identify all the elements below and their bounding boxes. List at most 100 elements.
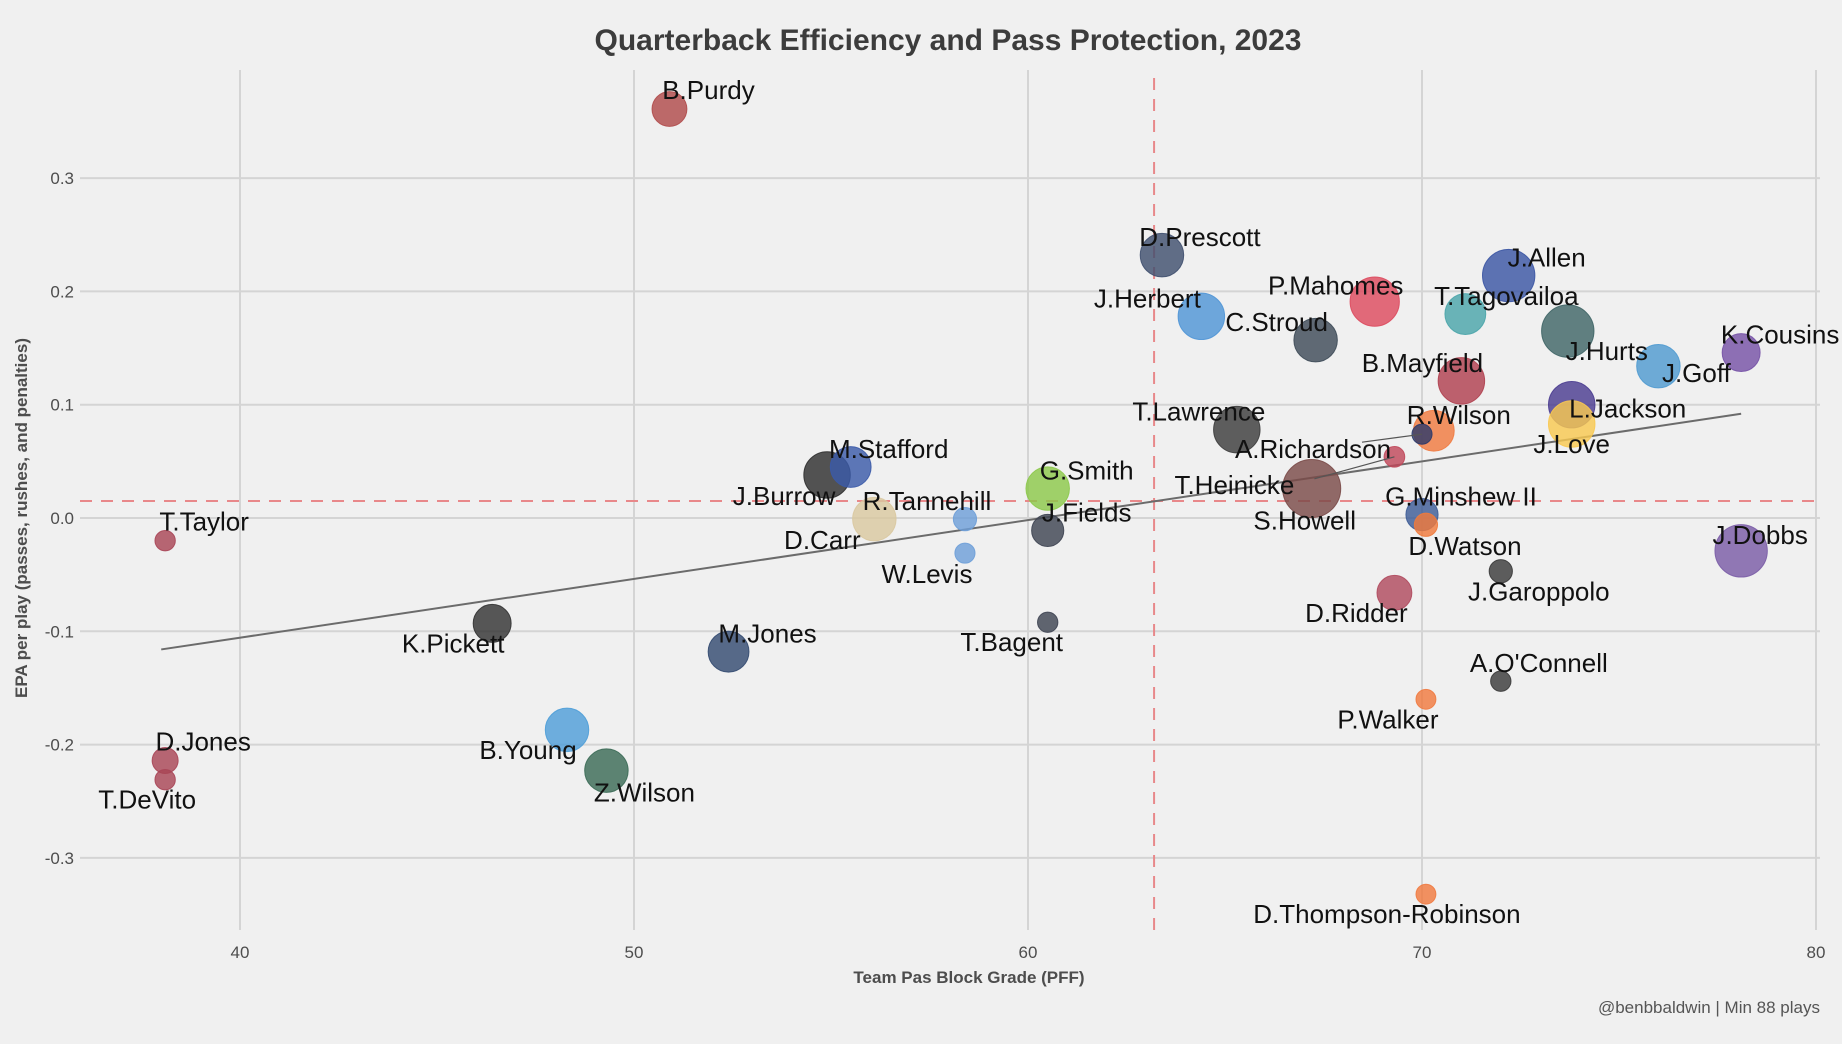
data-point (1293, 317, 1338, 363)
data-point (472, 603, 512, 643)
y-tick-label: 0.3 (50, 169, 74, 188)
point-label: J.Fields (1042, 497, 1132, 527)
data-point (1482, 248, 1536, 303)
data-point (952, 507, 978, 532)
data-point (1444, 293, 1487, 335)
point-label: G.Minshew II (1385, 482, 1537, 512)
data-point (1025, 466, 1070, 511)
point-label: B.Mayfield (1362, 348, 1483, 378)
point-label: J.Hurts (1566, 336, 1648, 366)
y-tick-label: -0.3 (45, 849, 74, 868)
data-point (829, 446, 872, 488)
point-label: J.Herbert (1094, 283, 1202, 313)
data-point (1031, 513, 1065, 548)
point-label: Z.Wilson (594, 778, 695, 808)
x-tick-label: 60 (1019, 943, 1038, 962)
data-point (1177, 292, 1226, 341)
data-point (154, 769, 176, 791)
x-axis-title: Team Pas Block Grade (PFF) (853, 968, 1084, 987)
data-point (954, 542, 976, 564)
point-label: P.Mahomes (1268, 271, 1403, 301)
point-label: D.Watson (1408, 531, 1521, 561)
x-tick-label: 80 (1807, 943, 1826, 962)
point-label: B.Young (479, 735, 576, 765)
point-label: G.Smith (1040, 456, 1134, 486)
x-tick-label: 70 (1413, 943, 1432, 962)
y-tick-label: 0.2 (50, 282, 74, 301)
point-label: W.Levis (881, 559, 972, 589)
y-tick-label: -0.2 (45, 736, 74, 755)
point-label: D.Carr (784, 525, 861, 555)
reference-lines (80, 78, 1820, 930)
x-tick-label: 40 (231, 943, 250, 962)
data-point (1415, 688, 1437, 710)
point-label: J.Love (1533, 429, 1610, 459)
point-label: P.Walker (1337, 704, 1438, 734)
point-label: B.Purdy (662, 75, 755, 105)
point-label: D.Jones (155, 726, 250, 756)
point-label: T.DeVito (98, 785, 196, 815)
data-point (1490, 670, 1512, 692)
points (151, 91, 1768, 905)
point-label: T.Tagovailoa (1434, 281, 1579, 311)
point-label: J.Dobbs (1712, 520, 1807, 550)
point-label: J.Allen (1508, 243, 1586, 273)
point-label: M.Jones (718, 619, 816, 649)
point-label: C.Stroud (1225, 307, 1328, 337)
data-point (1721, 333, 1761, 373)
data-point (1213, 405, 1261, 454)
point-label: T.Bagent (960, 627, 1063, 657)
data-point (1636, 343, 1681, 389)
data-point (1139, 232, 1185, 278)
point-label: K.Pickett (402, 628, 505, 658)
data-point (1282, 459, 1342, 519)
y-axis-title: EPA per play (passes, rushes, and penalt… (12, 338, 31, 698)
point-label: A.O'Connell (1470, 648, 1608, 678)
data-point (1541, 304, 1595, 358)
point-label: M.Stafford (829, 434, 948, 464)
data-point (544, 707, 590, 753)
data-point (1037, 611, 1059, 633)
point-label: S.Howell (1253, 506, 1356, 536)
data-point (1415, 883, 1437, 905)
data-point (584, 748, 629, 793)
point-label: J.Goff (1662, 358, 1732, 388)
point-label: J.Garoppolo (1468, 576, 1610, 606)
data-point (1714, 524, 1768, 578)
data-point (1349, 276, 1400, 327)
point-label: K.Cousins (1721, 320, 1840, 350)
point-label: D.Thompson-Robinson (1253, 899, 1520, 929)
chart-caption: @benbbaldwin | Min 88 plays (1598, 998, 1820, 1017)
label-leader-line (1314, 456, 1395, 480)
data-point (852, 496, 897, 542)
x-tick-label: 50 (625, 943, 644, 962)
point-label: A.Richardson (1235, 434, 1391, 464)
data-point (651, 91, 688, 127)
data-point (1488, 559, 1513, 584)
data-point (1437, 357, 1486, 405)
point-label: D.Ridder (1305, 598, 1408, 628)
point-label: R.Tannehill (863, 486, 992, 516)
gridlines (80, 70, 1820, 930)
data-point (707, 630, 750, 673)
point-labels: B.Purdy D.Prescott J.Herbert C.Stroud P.Maho… (98, 75, 1839, 929)
y-tick-label: 0.0 (50, 509, 74, 528)
label-leader-line (1361, 433, 1423, 443)
point-label: L.Jackson (1569, 394, 1686, 424)
point-label: J.Burrow (733, 481, 836, 511)
y-tick-label: -0.1 (45, 622, 74, 641)
data-point (1413, 512, 1439, 537)
trend-line-group (161, 412, 1742, 651)
point-label: D.Prescott (1139, 222, 1261, 252)
trend-line (161, 412, 1742, 651)
data-point (154, 529, 176, 552)
point-label: T.Taylor (159, 507, 249, 537)
point-label: T.Heinicke (1174, 470, 1294, 500)
chart-title: Quarterback Efficiency and Pass Protecti… (595, 24, 1302, 57)
data-point (1547, 400, 1596, 448)
point-label: T.Lawrence (1132, 397, 1265, 427)
axis-ticks: 40 50 60 70 80 0.3 0.2 0.1 0.0 -0.1 -0.2 -0.3 (45, 169, 1826, 962)
y-tick-label: 0.1 (50, 396, 74, 415)
